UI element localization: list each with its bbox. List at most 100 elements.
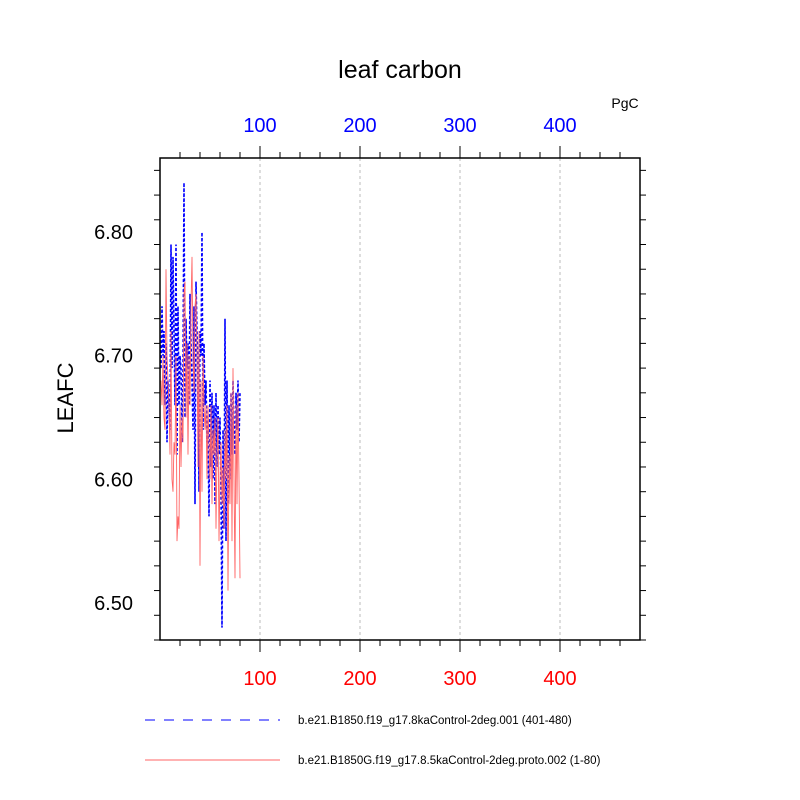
data-point-series-2 — [179, 405, 180, 406]
data-point-series-2 — [235, 405, 236, 406]
data-point-series-1 — [163, 330, 164, 331]
axes: 100 100 200 200 300 300 400 400 6.50 6.60 6.70 6.80 — [94, 115, 646, 690]
legend: b.e21.B1850.f19_g17.8kaControl-2deg.001 … — [145, 715, 601, 767]
data-point-series-1 — [192, 429, 193, 430]
data-point-series-2 — [161, 405, 162, 406]
data-point-series-2 — [171, 479, 172, 480]
x-tick-label-bottom: 300 — [443, 668, 476, 690]
data-point-series-1 — [226, 380, 227, 381]
data-point-series-2 — [180, 466, 181, 467]
data-point-series-2 — [184, 281, 185, 282]
data-point-series-1 — [203, 343, 204, 344]
data-point-series-1 — [221, 627, 222, 628]
y-tick-label: 6.80 — [94, 222, 133, 244]
data-point-series-1 — [239, 392, 240, 393]
data-point-series-2 — [168, 405, 169, 406]
data-point-series-1 — [195, 281, 196, 282]
data-point-series-1 — [211, 392, 212, 393]
data-point-series-1 — [217, 405, 218, 406]
data-point-series-2 — [215, 528, 216, 529]
data-point-series-1 — [183, 182, 184, 183]
plot-frame — [159, 157, 641, 641]
data-point-series-2 — [226, 405, 227, 406]
data-point-series-2 — [199, 565, 200, 566]
data-point-series-2 — [195, 293, 196, 294]
data-point-series-2 — [206, 479, 207, 480]
data-point-series-2 — [225, 479, 226, 480]
x-tick-label-top: 100 — [243, 115, 276, 137]
data-point-series-2 — [165, 269, 166, 270]
x-tick-label-bottom: 400 — [543, 668, 576, 690]
data-point-series-2 — [209, 479, 210, 480]
data-point-series-2 — [200, 380, 201, 381]
data-point-series-2 — [232, 368, 233, 369]
data-point-series-2 — [216, 454, 217, 455]
data-point-series-2 — [189, 405, 190, 406]
data-point-series-2 — [197, 466, 198, 467]
data-point-series-1 — [219, 417, 220, 418]
series-lines — [160, 182, 241, 628]
data-point-series-2 — [230, 392, 231, 393]
data-point-series-2 — [172, 491, 173, 492]
data-point-series-2 — [178, 528, 179, 529]
data-point-series-2 — [227, 590, 228, 591]
data-point-series-1 — [175, 244, 176, 245]
data-point-series-2 — [239, 578, 240, 579]
data-point-series-2 — [191, 256, 192, 257]
data-point-series-2 — [162, 355, 163, 356]
y-tick-label: 6.70 — [94, 346, 133, 368]
x-tick-label-bottom: 100 — [243, 668, 276, 690]
data-point-series-1 — [161, 306, 162, 307]
data-point-series-2 — [203, 405, 204, 406]
units-label: PgC — [611, 95, 638, 111]
data-point-series-2 — [193, 392, 194, 393]
data-point-series-1 — [200, 355, 201, 356]
data-point-series-2 — [217, 417, 218, 418]
legend-label-series-2: b.e21.B1850G.f19_g17.8.5kaControl-2deg.p… — [298, 755, 601, 767]
data-point-series-2 — [164, 429, 165, 430]
data-point-series-1 — [177, 306, 178, 307]
data-point-series-2 — [187, 454, 188, 455]
series-line-2 — [160, 256, 241, 591]
data-point-series-2 — [231, 541, 232, 542]
data-point-series-2 — [237, 392, 238, 393]
data-point-series-2 — [214, 417, 215, 418]
data-point-series-2 — [196, 355, 197, 356]
data-point-series-2 — [213, 454, 214, 455]
data-point-series-2 — [221, 503, 222, 504]
data-point-series-1 — [172, 256, 173, 257]
data-point-series-2 — [185, 417, 186, 418]
data-point-series-2 — [204, 429, 205, 430]
data-point-series-2 — [176, 541, 177, 542]
data-point-series-2 — [175, 355, 176, 356]
x-tick-label-top: 400 — [543, 115, 576, 137]
data-point-series-2 — [236, 503, 237, 504]
data-point-series-1 — [170, 244, 171, 245]
data-point-series-2 — [192, 355, 193, 356]
data-point-series-2 — [167, 380, 168, 381]
data-point-series-1 — [224, 318, 225, 319]
data-point-series-2 — [163, 417, 164, 418]
data-point-series-1 — [166, 442, 167, 443]
data-point-series-2 — [218, 541, 219, 542]
x-tick-label-top: 200 — [343, 115, 376, 137]
data-point-series-2 — [183, 293, 184, 294]
data-point-series-1 — [208, 516, 209, 517]
data-point-series-2 — [219, 479, 220, 480]
data-point-series-2 — [228, 454, 229, 455]
data-point-series-2 — [166, 355, 167, 356]
data-point-series-2 — [188, 355, 189, 356]
data-point-series-2 — [238, 479, 239, 480]
data-point-series-2 — [207, 405, 208, 406]
data-point-series-2 — [174, 454, 175, 455]
data-point-series-2 — [212, 429, 213, 430]
x-tick-label-bottom: 200 — [343, 668, 376, 690]
data-point-series-2 — [210, 405, 211, 406]
grid-lines — [259, 158, 561, 640]
data-point-series-1 — [189, 293, 190, 294]
chart-title: leaf carbon — [338, 56, 462, 84]
y-tick-label: 6.50 — [94, 593, 133, 615]
data-point-series-2 — [220, 442, 221, 443]
data-point-series-1 — [191, 380, 192, 381]
data-point-series-2 — [177, 516, 178, 517]
